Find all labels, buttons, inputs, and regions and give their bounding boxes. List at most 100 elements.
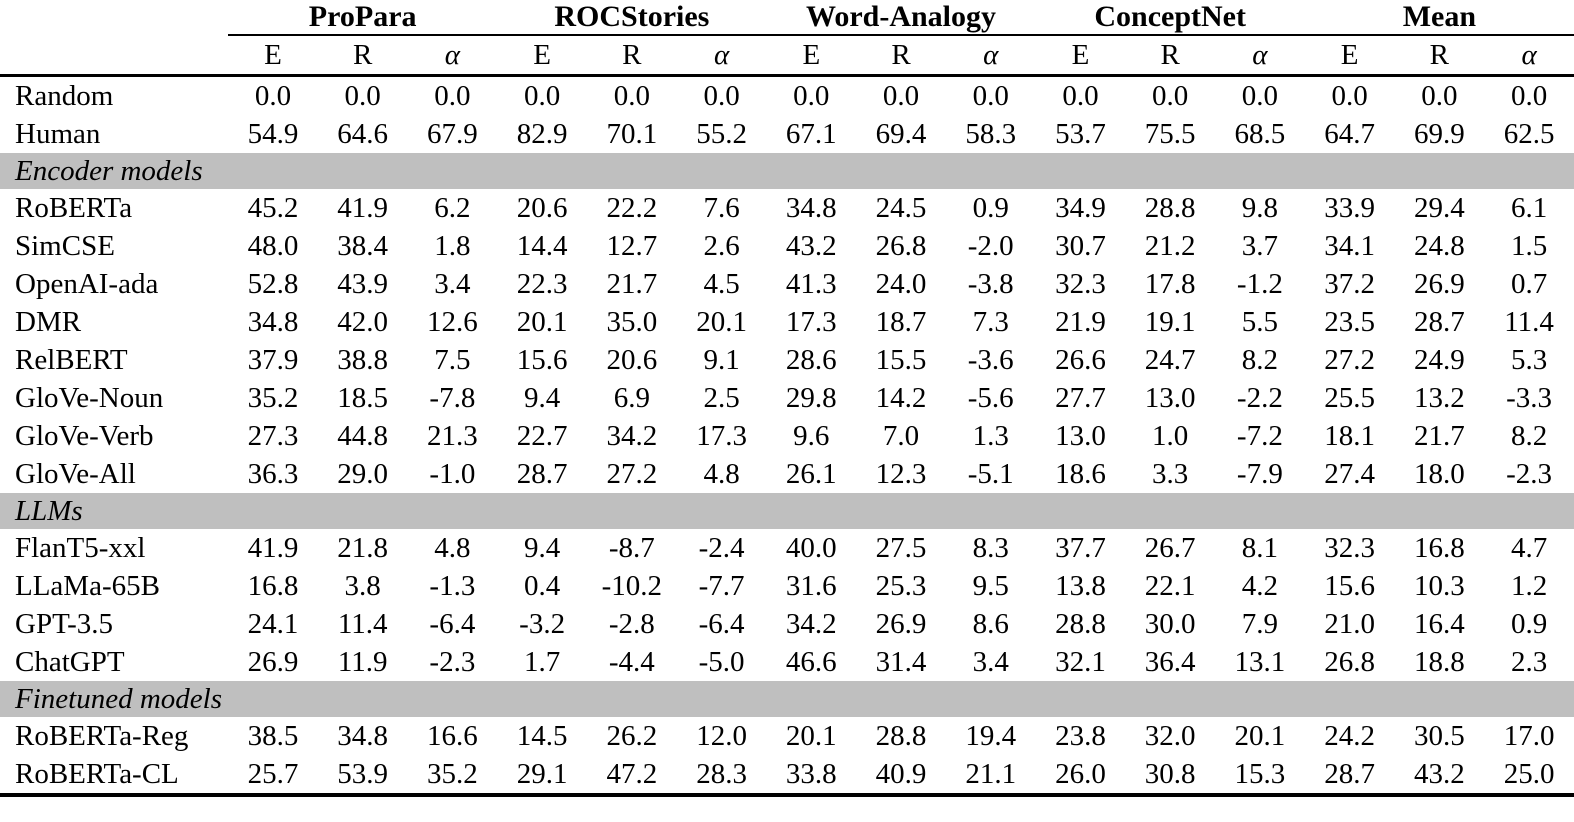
value-cell: 36.4	[1144, 645, 1196, 678]
value-cell: 0.0	[613, 79, 650, 112]
value-cell: 13.1	[1234, 645, 1286, 678]
value-cell: 24.7	[1144, 343, 1196, 376]
value-cell: 26.0	[1055, 757, 1106, 790]
value-cell: -10.2	[601, 569, 663, 602]
value-cell: 30.8	[1144, 757, 1196, 790]
row-label: LLaMa-65B	[15, 569, 160, 602]
value-cell: 29.0	[337, 457, 389, 490]
value-cell: 36.3	[247, 457, 299, 490]
model-row: GPT-3.5 24.1 11.4 -6.4 -3.2 -2.8 -6.4 34.2 26.9 8…	[0, 605, 1574, 643]
value-cell: 68.5	[1234, 117, 1286, 150]
value-cell: 15.3	[1234, 757, 1286, 790]
value-cell: 48.0	[247, 229, 299, 262]
value-cell: 26.9	[1413, 267, 1465, 300]
value-cell: 9.4	[524, 531, 561, 564]
results-table: ProPara ROCStories Word-Analogy ConceptNet M…	[0, 0, 1574, 797]
value-cell: 7.0	[882, 419, 920, 452]
value-cell: 64.7	[1324, 117, 1375, 150]
value-cell: 69.4	[875, 117, 927, 150]
value-cell: 22.1	[1144, 569, 1196, 602]
value-cell: 27.4	[1324, 457, 1375, 490]
value-cell: 43.2	[1413, 757, 1465, 790]
value-cell: 40.0	[785, 531, 837, 564]
value-cell: -6.4	[698, 607, 745, 640]
value-cell: 27.5	[875, 531, 927, 564]
value-cell: 20.6	[516, 191, 568, 224]
value-cell: 0.0	[344, 79, 381, 112]
value-cell: 12.3	[875, 457, 927, 490]
value-cell: -7.9	[1236, 457, 1283, 490]
value-cell: 27.2	[1324, 343, 1375, 376]
value-cell: 15.6	[516, 343, 568, 376]
value-cell: 0.0	[703, 79, 740, 112]
value-cell: 1.7	[524, 645, 561, 678]
value-cell: 14.4	[516, 229, 568, 262]
value-cell: 69.9	[1413, 117, 1465, 150]
value-cell: 34.8	[785, 191, 837, 224]
value-cell: 38.4	[337, 229, 389, 262]
value-cell: -1.3	[429, 569, 476, 602]
value-cell: 9.4	[524, 381, 561, 414]
value-cell: 30.7	[1055, 229, 1106, 262]
value-cell: 22.2	[606, 191, 658, 224]
value-cell: 16.8	[1413, 531, 1465, 564]
row-label: GPT-3.5	[15, 607, 114, 640]
value-cell: 33.9	[1324, 191, 1375, 224]
value-cell: 25.0	[1503, 757, 1555, 790]
subcolumn-header: E	[766, 35, 857, 77]
subcolumn-header: E	[228, 35, 318, 77]
value-cell: 15.5	[875, 343, 927, 376]
value-cell: 34.9	[1055, 191, 1106, 224]
value-cell: 26.9	[247, 645, 299, 678]
value-cell: 62.5	[1503, 117, 1555, 150]
value-cell: 37.2	[1324, 267, 1375, 300]
value-cell: 28.3	[696, 757, 747, 790]
value-cell: 26.2	[606, 719, 658, 752]
value-cell: 41.3	[785, 267, 837, 300]
value-cell: 43.2	[785, 229, 837, 262]
value-cell: 27.2	[606, 457, 658, 490]
row-label: OpenAI-ada	[15, 267, 159, 300]
value-cell: 34.2	[606, 419, 658, 452]
row-label: GloVe-All	[15, 457, 136, 490]
value-cell: 15.6	[1324, 569, 1375, 602]
model-row: LLaMa-65B 16.8 3.8 -1.3 0.4 -10.2 -7.7 31.6 25.3…	[0, 567, 1574, 605]
table-header: ProPara ROCStories Word-Analogy ConceptNet M…	[0, 0, 1574, 77]
value-cell: -2.0	[967, 229, 1014, 262]
value-cell: 8.2	[1510, 419, 1548, 452]
value-cell: 1.2	[1510, 569, 1548, 602]
subcolumn-header: R	[1394, 35, 1485, 77]
value-cell: 34.8	[247, 305, 299, 338]
value-cell: 28.8	[1144, 191, 1196, 224]
subcolumn-header: α	[1215, 35, 1305, 77]
value-cell: -6.4	[429, 607, 476, 640]
value-cell: 20.6	[606, 343, 658, 376]
value-cell: 25.5	[1324, 381, 1375, 414]
value-cell: 21.2	[1144, 229, 1196, 262]
value-cell: 3.7	[1241, 229, 1279, 262]
subcolumn-header: R	[856, 35, 946, 77]
value-cell: 46.6	[785, 645, 837, 678]
value-cell: 6.2	[434, 191, 471, 224]
value-cell: 21.7	[606, 267, 658, 300]
value-cell: 0.0	[1510, 79, 1548, 112]
value-cell: 47.2	[606, 757, 658, 790]
value-cell: 26.1	[785, 457, 837, 490]
value-cell: 0.9	[972, 191, 1009, 224]
value-cell: 21.8	[337, 531, 389, 564]
value-cell: 9.1	[703, 343, 740, 376]
value-cell: 41.9	[247, 531, 299, 564]
value-cell: 19.1	[1144, 305, 1196, 338]
value-cell: 13.2	[1413, 381, 1465, 414]
value-cell: 7.3	[972, 305, 1009, 338]
subcolumn-header: α	[945, 35, 1036, 77]
model-row: RoBERTa 45.2 41.9 6.2 20.6 22.2 7.6 34.8 24.5 0.9…	[0, 189, 1574, 227]
value-cell: 38.8	[337, 343, 389, 376]
value-cell: 4.5	[703, 267, 740, 300]
value-cell: 11.4	[1504, 305, 1554, 338]
value-cell: 40.9	[875, 757, 927, 790]
value-cell: 2.6	[703, 229, 740, 262]
value-cell: 27.3	[247, 419, 299, 452]
value-cell: 0.0	[1241, 79, 1279, 112]
value-cell: 17.3	[785, 305, 837, 338]
